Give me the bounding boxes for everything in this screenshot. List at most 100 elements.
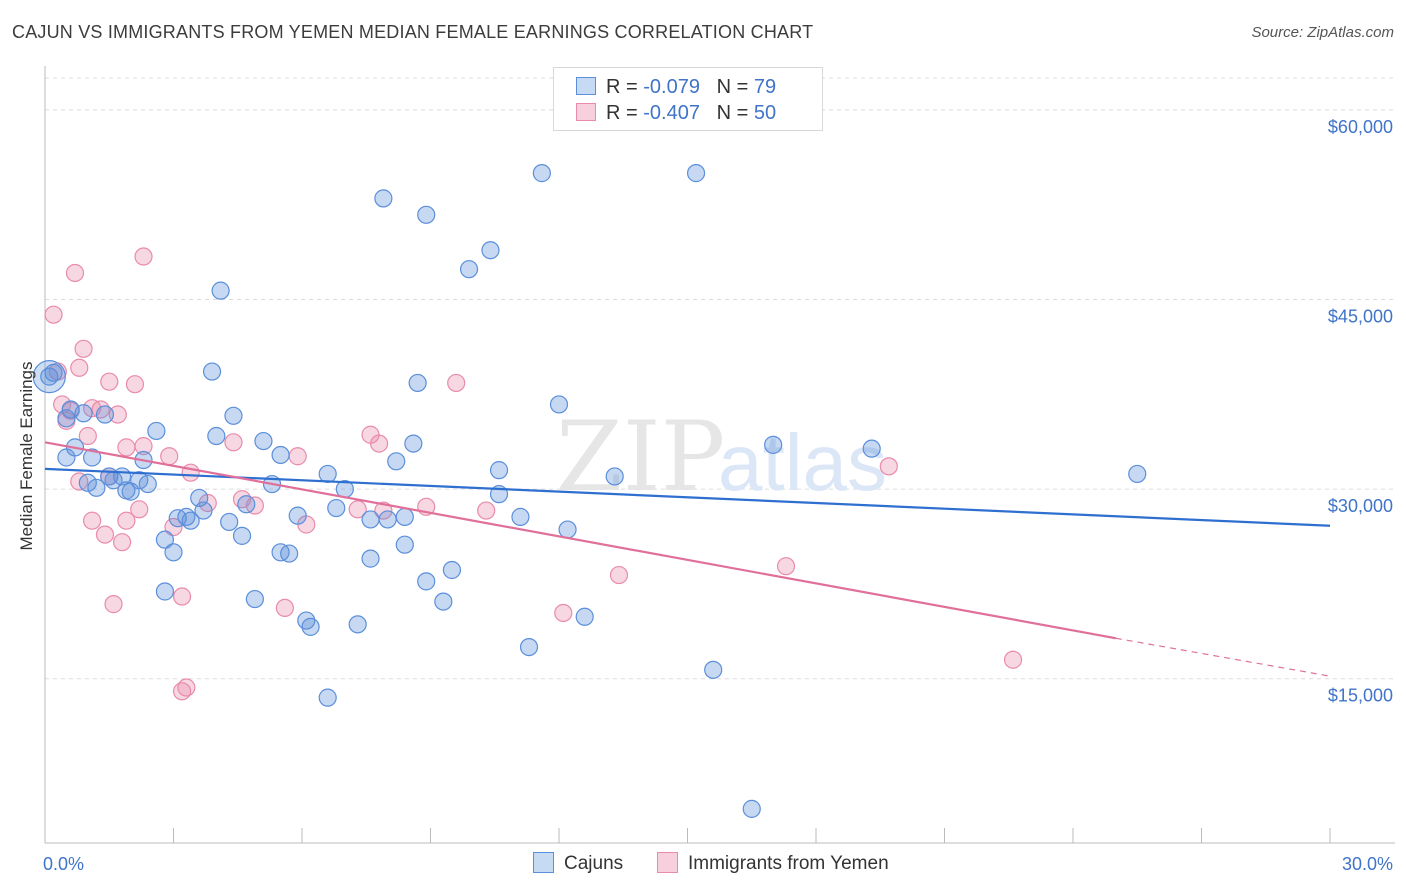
correlation-legend: R = -0.079 N = 79 R = -0.407 N = 50 <box>553 67 823 131</box>
bottom-legend-yemen: Immigrants from Yemen <box>657 852 889 875</box>
cajun-point <box>44 363 63 382</box>
cajun-point <box>387 452 406 471</box>
legend-row-cajuns: R = -0.079 N = 79 <box>576 76 776 100</box>
cajun-point <box>78 473 97 492</box>
yemen-point <box>74 339 93 358</box>
yemen-point <box>112 533 132 552</box>
yemen-trend-line <box>44 441 1117 640</box>
x-tick-label: 0.0% <box>43 854 84 874</box>
cajun-point <box>232 526 252 545</box>
yemen-point <box>117 438 136 457</box>
cajun-point <box>361 549 380 568</box>
chart-title: CAJUN VS IMMIGRANTS FROM YEMEN MEDIAN FE… <box>12 22 814 42</box>
cajun-point <box>147 421 166 441</box>
bottom-legend-cajuns: Cajuns <box>533 852 623 875</box>
cajun-point <box>549 395 569 414</box>
y-tick-label: $60,000 <box>1328 117 1393 137</box>
cajun-point <box>395 507 414 527</box>
y-tick-label: $30,000 <box>1328 496 1393 516</box>
cajun-point <box>374 189 393 208</box>
legend-r-label: R = <box>606 102 644 124</box>
yemen-point <box>224 433 243 452</box>
yemen-point <box>374 501 393 520</box>
legend-n-label: N = <box>716 76 754 98</box>
yemen-legend-swatch <box>657 852 678 873</box>
yemen-point <box>78 426 97 446</box>
yemen-point <box>879 457 898 476</box>
cajun-point <box>348 615 367 634</box>
cajun-point <box>1128 464 1147 484</box>
cajun-point <box>862 439 881 458</box>
cajun-point <box>164 543 183 562</box>
yemen-point <box>134 247 153 266</box>
cajun-point <box>87 478 106 497</box>
series-yemen-points <box>44 247 1023 701</box>
legend-n-label: N = <box>716 102 754 124</box>
cajun-point <box>417 205 436 224</box>
legend-row-yemen: R = -0.407 N = 50 <box>576 102 776 126</box>
grid-lines <box>45 77 1395 680</box>
cajuns-swatch <box>576 77 596 95</box>
cajun-point <box>318 464 337 484</box>
yemen-point <box>477 501 496 520</box>
cajuns-legend-swatch <box>533 852 554 873</box>
yemen-point <box>83 511 102 530</box>
cajun-point <box>280 544 299 563</box>
cajun-point <box>194 501 213 520</box>
yemen-point <box>130 500 149 519</box>
cajun-point <box>57 409 76 428</box>
y-tick-label: $15,000 <box>1328 686 1393 706</box>
cajun-point <box>211 281 230 300</box>
cajun-point <box>254 431 273 451</box>
y-axis-label: Median Female Earnings <box>17 362 36 551</box>
cajun-point <box>181 511 200 530</box>
cajun-point <box>288 506 307 525</box>
yemen-point <box>554 603 573 623</box>
yemen-legend-label: Immigrants from Yemen <box>688 853 889 874</box>
cajun-point <box>404 434 423 453</box>
y-tick-label: $45,000 <box>1328 307 1393 327</box>
cajun-point <box>301 617 320 636</box>
cajun-point <box>74 404 93 423</box>
cajun-point <box>417 572 436 591</box>
cajun-point <box>764 435 783 454</box>
cajun-point <box>519 637 539 657</box>
cajun-point <box>481 241 500 260</box>
x-tick-label: 30.0% <box>1342 854 1393 874</box>
cajun-point <box>95 405 115 424</box>
legend-r-value: -0.079 <box>643 76 700 98</box>
cajun-point <box>220 512 239 532</box>
cajun-point <box>138 474 157 494</box>
yemen-swatch <box>576 103 596 121</box>
cajun-point <box>558 520 577 539</box>
yemen-point <box>104 595 123 614</box>
yemen-point <box>275 598 294 618</box>
yemen-point <box>177 678 196 697</box>
yemen-point <box>95 525 115 544</box>
yemen-point <box>160 447 179 466</box>
cajun-point <box>327 498 346 518</box>
tick-labels: $15,000 $30,000 $45,000 $60,000 0.0% 30.0% <box>43 117 1393 874</box>
cajun-point <box>318 688 337 707</box>
cajun-point <box>686 164 706 183</box>
legend-n-value: 50 <box>753 102 777 124</box>
cajun-point <box>408 373 427 393</box>
series-cajuns-points <box>32 164 1147 818</box>
yemen-point <box>370 434 389 453</box>
yemen-point <box>447 373 466 393</box>
cajun-point <box>395 535 414 554</box>
cajun-point <box>511 507 530 527</box>
legend-r-label: R = <box>606 76 644 98</box>
cajun-point <box>489 461 509 480</box>
yemen-point <box>164 517 183 537</box>
yemen-point <box>609 565 629 585</box>
cajun-point <box>207 426 226 446</box>
yemen-point <box>125 375 145 394</box>
yemen-point <box>288 447 307 466</box>
yemen-point <box>70 358 89 377</box>
cajun-point <box>155 530 175 549</box>
cajuns-legend-label: Cajuns <box>564 853 624 874</box>
cajun-point <box>245 589 264 609</box>
yemen-point <box>100 372 119 391</box>
